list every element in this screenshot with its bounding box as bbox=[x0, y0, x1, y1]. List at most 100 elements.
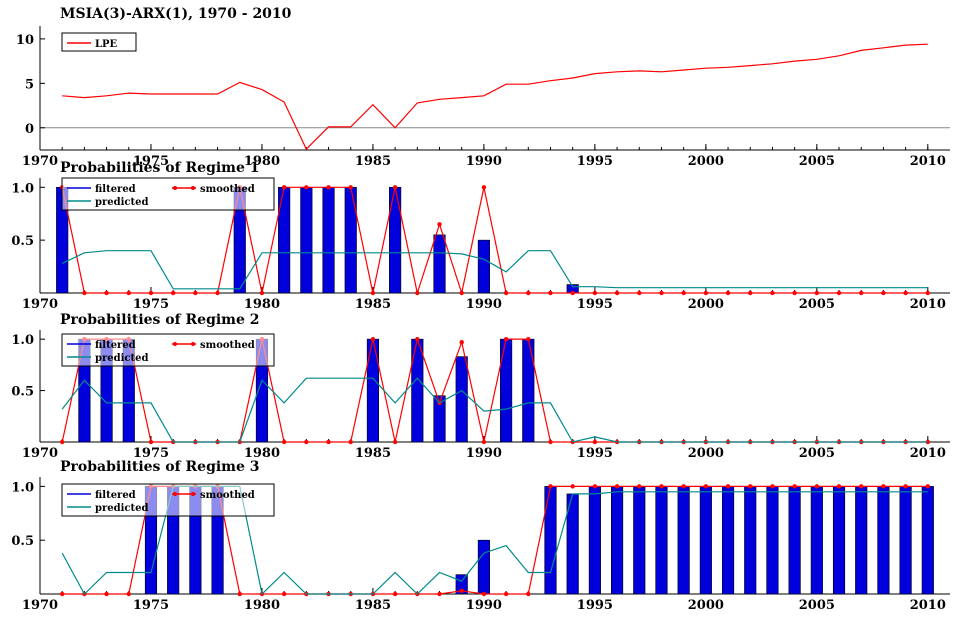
point-smoothed bbox=[392, 591, 398, 597]
x-tick-label: 1985 bbox=[355, 297, 391, 312]
x-tick-label: 1980 bbox=[244, 297, 280, 312]
y-tick-label: 0.5 bbox=[11, 385, 34, 400]
bar-filtered bbox=[344, 186, 357, 294]
point-smoothed bbox=[104, 290, 109, 296]
point-smoothed bbox=[637, 484, 642, 489]
x-tick-label: 1970 bbox=[22, 446, 58, 461]
bar-filtered bbox=[322, 186, 335, 294]
point-smoothed bbox=[481, 439, 487, 445]
x-tick-label: 2000 bbox=[688, 154, 724, 169]
bar-filtered bbox=[877, 486, 890, 595]
x-tick-label: 1990 bbox=[466, 154, 502, 169]
point-smoothed bbox=[304, 439, 309, 445]
point-smoothed bbox=[370, 290, 376, 296]
point-smoothed bbox=[237, 591, 242, 597]
chart-panel-3: Probabilities of Regime 2 0.5 1.0 1970 1975 1… bbox=[11, 312, 950, 461]
legend-label-predicted: predicted bbox=[95, 353, 148, 364]
x-tick-label: 1970 bbox=[22, 154, 58, 169]
point-smoothed bbox=[859, 484, 864, 489]
point-smoothed bbox=[770, 484, 775, 489]
bar-filtered bbox=[810, 486, 823, 595]
legend-label-filtered: filtered bbox=[95, 340, 136, 351]
legend-marker bbox=[191, 186, 195, 190]
point-smoothed bbox=[592, 290, 598, 296]
point-smoothed bbox=[881, 290, 886, 296]
point-smoothed bbox=[814, 290, 820, 296]
x-tick-label: 2000 bbox=[688, 446, 724, 461]
point-smoothed bbox=[903, 484, 908, 489]
point-smoothed bbox=[370, 336, 376, 342]
bar-filtered bbox=[366, 338, 379, 443]
legend-label-predicted: predicted bbox=[95, 503, 148, 514]
bar-filtered bbox=[433, 234, 446, 294]
point-smoothed bbox=[614, 290, 620, 296]
y-tick-label: 0.5 bbox=[11, 534, 34, 549]
legend-label-smoothed: smoothed bbox=[200, 490, 255, 501]
point-smoothed bbox=[725, 290, 731, 296]
chart-title: Probabilities of Regime 2 bbox=[60, 312, 260, 328]
point-smoothed bbox=[326, 185, 331, 190]
point-smoothed bbox=[703, 484, 709, 489]
legend-box bbox=[61, 32, 137, 52]
x-tick-label: 1975 bbox=[133, 297, 169, 312]
point-smoothed bbox=[415, 290, 420, 296]
x-tick-label: 2005 bbox=[799, 297, 835, 312]
point-smoothed bbox=[481, 591, 487, 597]
x-tick-label: 2005 bbox=[799, 154, 835, 169]
point-smoothed bbox=[548, 290, 553, 296]
x-tick-label: 2010 bbox=[910, 446, 946, 461]
legend-label-predicted: predicted bbox=[95, 197, 148, 208]
point-smoothed bbox=[193, 290, 198, 296]
bar-filtered bbox=[677, 486, 690, 595]
legend-label-smoothed: smoothed bbox=[200, 184, 255, 195]
point-smoothed bbox=[215, 290, 220, 296]
chart-title: Probabilities of Regime 3 bbox=[60, 459, 260, 475]
legend-label-filtered: filtered bbox=[95, 490, 136, 501]
chart-title: Probabilities of Regime 1 bbox=[60, 160, 260, 176]
bar-filtered bbox=[300, 186, 313, 294]
x-tick-label: 2000 bbox=[688, 297, 724, 312]
y-tick-label: 10 bbox=[16, 33, 34, 48]
chart-title: MSIA(3)-ARX(1), 1970 - 2010 bbox=[60, 6, 292, 22]
point-smoothed bbox=[792, 484, 797, 489]
chart-panel-4: Probabilities of Regime 3 0.5 1.0 1970 1975 1… bbox=[11, 459, 950, 613]
legend-label-LPE: LPE bbox=[95, 39, 118, 50]
point-smoothed bbox=[903, 290, 908, 296]
point-smoothed bbox=[326, 439, 331, 445]
legend-marker bbox=[191, 492, 195, 496]
y-tick-label: 1.0 bbox=[11, 333, 34, 348]
point-smoothed bbox=[859, 290, 864, 296]
point-smoothed bbox=[437, 591, 442, 597]
x-tick-label: 1980 bbox=[244, 598, 280, 613]
point-smoothed bbox=[592, 439, 598, 445]
point-smoothed bbox=[570, 484, 575, 489]
line-smoothed bbox=[61, 186, 928, 296]
bar-filtered bbox=[633, 486, 646, 595]
legend-marker bbox=[173, 342, 177, 346]
bar-filtered bbox=[522, 338, 535, 443]
point-smoothed bbox=[548, 484, 553, 489]
legend-marker bbox=[173, 186, 177, 190]
bar-filtered bbox=[899, 486, 912, 595]
point-smoothed bbox=[792, 290, 797, 296]
point-smoothed bbox=[503, 336, 509, 342]
legend-marker bbox=[191, 342, 195, 346]
point-smoothed bbox=[281, 591, 287, 597]
bar-filtered bbox=[477, 239, 490, 294]
line-predicted bbox=[61, 250, 928, 290]
point-smoothed bbox=[836, 290, 842, 296]
point-smoothed bbox=[526, 591, 531, 597]
y-tick-label: 0.5 bbox=[11, 234, 34, 249]
chart-legend: filtered smoothed predicted bbox=[61, 483, 275, 517]
point-smoothed bbox=[148, 290, 154, 296]
bar-filtered bbox=[500, 338, 513, 443]
point-smoothed bbox=[437, 222, 442, 227]
point-smoothed bbox=[659, 484, 664, 489]
point-smoothed bbox=[526, 290, 531, 296]
bar-filtered bbox=[832, 486, 846, 595]
x-tick-label: 1995 bbox=[577, 297, 613, 312]
x-tick-label: 1985 bbox=[355, 154, 391, 169]
point-smoothed bbox=[281, 185, 287, 190]
point-smoothed bbox=[681, 484, 686, 489]
